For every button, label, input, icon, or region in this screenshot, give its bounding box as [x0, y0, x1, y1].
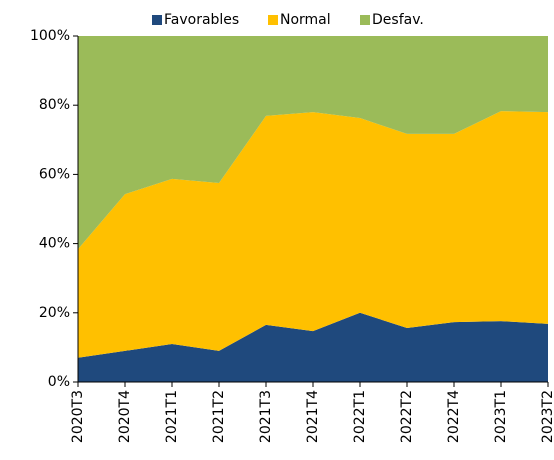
legend-swatch [152, 15, 162, 25]
y-tick-label: 60% [39, 166, 70, 182]
x-tick-label: 2022T1 [352, 390, 368, 443]
legend-swatch [360, 15, 370, 25]
legend-label: Desfav. [372, 12, 424, 28]
x-tick-label: 2021T1 [164, 390, 180, 443]
x-tick-label: 2021T3 [258, 390, 274, 443]
legend-swatch [268, 15, 278, 25]
area [78, 111, 548, 358]
legend-label: Normal [280, 12, 331, 28]
y-tick-label: 80% [39, 97, 70, 113]
x-tick-label: 2020T3 [70, 390, 86, 443]
y-tick-label: 100% [30, 28, 70, 44]
area [78, 36, 548, 250]
y-tick-label: 40% [39, 236, 70, 252]
x-tick-label: 2022T4 [446, 390, 462, 443]
y-tick-label: 0% [48, 374, 70, 390]
x-tick-label: 2021T4 [305, 390, 321, 443]
x-tick-label: 2023T1 [493, 390, 509, 443]
area [78, 312, 548, 382]
legend-label: Favorables [164, 12, 239, 28]
y-tick-label: 20% [39, 305, 70, 321]
x-tick-label: 2022T2 [399, 390, 415, 443]
x-tick-label: 2023T2 [540, 390, 554, 443]
x-tick-label: 2021T2 [211, 390, 227, 443]
x-tick-label: 2020T4 [117, 390, 133, 443]
